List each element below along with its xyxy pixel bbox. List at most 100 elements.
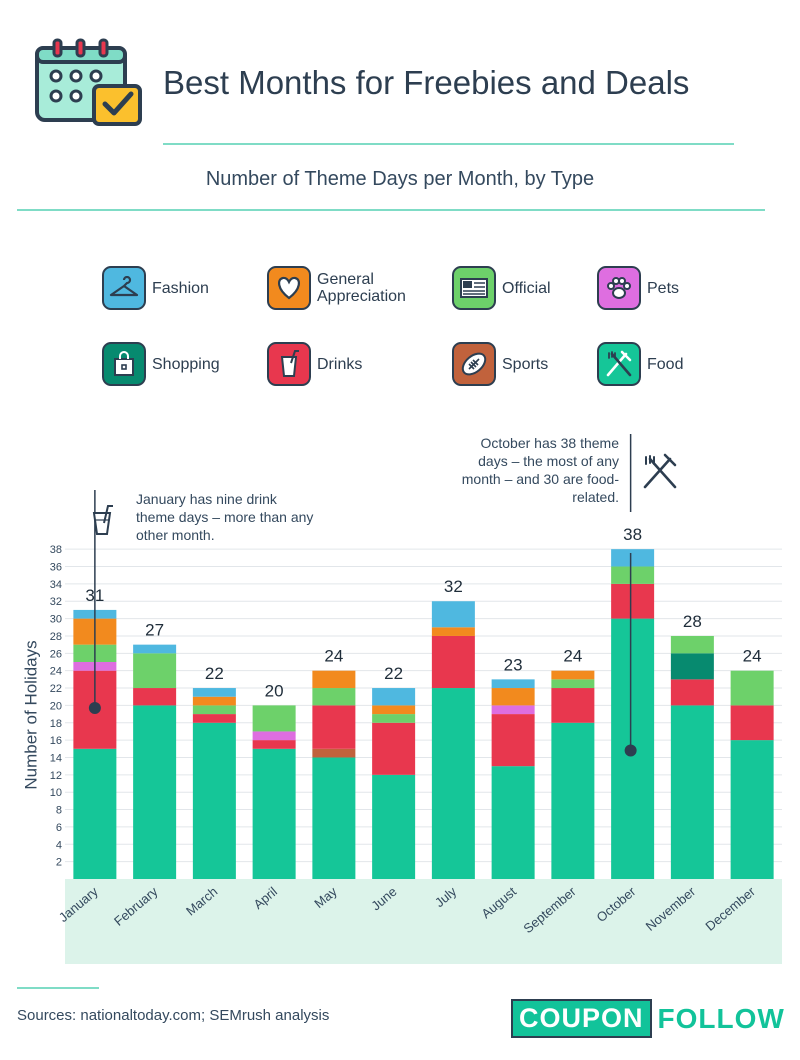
legend-label-sports: Sports [502, 355, 549, 373]
bar-february-drinks [133, 688, 177, 706]
bar-july-general [431, 627, 475, 636]
legend-label-food: Food [647, 355, 684, 373]
bar-february-food [133, 705, 177, 879]
x-axis-band [65, 879, 782, 964]
bar-august-general [491, 688, 535, 706]
bar-december-food [730, 740, 774, 879]
bar-november-food [670, 705, 714, 879]
bar-october-fashion [611, 549, 655, 567]
bar-december-official [730, 670, 774, 706]
january-pointer-dot [88, 702, 101, 715]
sources-divider [17, 987, 99, 989]
page-title: Best Months for Freebies and Deals [163, 64, 690, 101]
logo-follow: FOLLOW [657, 1002, 785, 1034]
bar-may-food [312, 757, 356, 879]
y-tick-label: 12 [50, 770, 62, 782]
bar-august-pets [491, 705, 535, 715]
bar-may-general [312, 670, 356, 689]
logo-coupon: COUPON [511, 999, 652, 1038]
bar-april-drinks [252, 740, 296, 749]
january-annotation-text: January has nine drink theme days – more… [136, 491, 314, 543]
bar-june-fashion [372, 688, 416, 706]
bar-december-drinks [730, 705, 774, 741]
fork-knife-icon [640, 452, 680, 497]
total-label-february: 27 [145, 621, 164, 640]
legend-item-drinks: Drinks [267, 342, 429, 386]
calendar-check-icon [34, 38, 146, 135]
bar-november-drinks [670, 679, 714, 706]
bar-october-official [611, 566, 655, 584]
bar-november-shopping [670, 653, 714, 680]
bar-april-pets [252, 731, 296, 741]
bar-september-drinks [551, 688, 595, 723]
bar-may-drinks [312, 705, 356, 749]
y-tick-label: 18 [50, 718, 62, 730]
bar-august-fashion [491, 679, 535, 689]
bar-april-official [252, 705, 296, 732]
y-tick-label: 4 [56, 839, 62, 851]
sources-text: Sources: nationaltoday.com; SEMrush anal… [17, 1007, 330, 1024]
gridlines [65, 548, 782, 863]
hanger-icon [102, 266, 146, 310]
y-tick-label: 20 [50, 700, 62, 712]
bar-may-sports [312, 748, 356, 758]
y-tick-label: 16 [50, 735, 62, 747]
legend-item-general-appreciation: General Appreciation [267, 266, 429, 310]
bar-segments [73, 549, 774, 879]
bar-may-official [312, 688, 356, 706]
legend-label-fashion: Fashion [152, 279, 209, 297]
bar-june-general [372, 705, 416, 715]
y-tick-label: 6 [56, 822, 62, 834]
total-label-august: 23 [504, 655, 523, 674]
total-label-april: 20 [265, 681, 284, 700]
y-tick-label: 36 [50, 562, 62, 574]
y-tick-label: 8 [56, 805, 62, 817]
bar-july-drinks [431, 635, 475, 689]
bar-march-official [192, 705, 236, 715]
bar-september-official [551, 679, 595, 689]
subtitle-divider [17, 209, 765, 211]
total-label-july: 32 [444, 577, 463, 596]
shopping-bag-icon [102, 342, 146, 386]
october-pointer-dot [624, 744, 637, 757]
legend-item-shopping: Shopping [102, 342, 264, 386]
total-label-december: 24 [743, 647, 762, 666]
january-annotation: January has nine drink theme days – more… [136, 490, 316, 544]
paw-icon [597, 266, 641, 310]
title-divider [163, 143, 734, 145]
y-axis-label: Number of Holidays [21, 640, 40, 789]
fork-knife-icon [597, 342, 641, 386]
bar-september-general [551, 670, 595, 680]
total-label-june: 22 [384, 664, 403, 683]
bar-november-official [670, 635, 714, 654]
bar-july-fashion [431, 601, 475, 628]
total-label-september: 24 [563, 647, 582, 666]
y-tick-label: 26 [50, 648, 62, 660]
bar-march-drinks [192, 714, 236, 723]
legend-item-sports: Sports [452, 342, 614, 386]
bar-august-drinks [491, 714, 535, 767]
bar-march-food [192, 722, 236, 879]
bar-june-food [372, 774, 416, 879]
total-label-october: 38 [623, 525, 642, 544]
bar-august-food [491, 766, 535, 879]
legend-label-official: Official [502, 279, 551, 297]
couponfollow-logo: COUPON FOLLOW [511, 999, 785, 1038]
legend-item-fashion: Fashion [102, 266, 264, 310]
heart-icon [267, 266, 311, 310]
bar-january-food [73, 748, 117, 879]
bar-february-official [133, 653, 177, 689]
cup-icon [90, 503, 116, 542]
football-icon [452, 342, 496, 386]
y-tick-label: 38 [50, 544, 62, 556]
y-tick-label: 10 [50, 787, 62, 799]
legend-label-general-appreciation: General Appreciation [317, 271, 406, 305]
flag-icon [452, 266, 496, 310]
bar-march-general [192, 696, 236, 706]
y-tick-label: 2 [56, 857, 62, 869]
bar-march-fashion [192, 688, 236, 697]
bar-june-official [372, 714, 416, 723]
legend-label-shopping: Shopping [152, 355, 220, 373]
